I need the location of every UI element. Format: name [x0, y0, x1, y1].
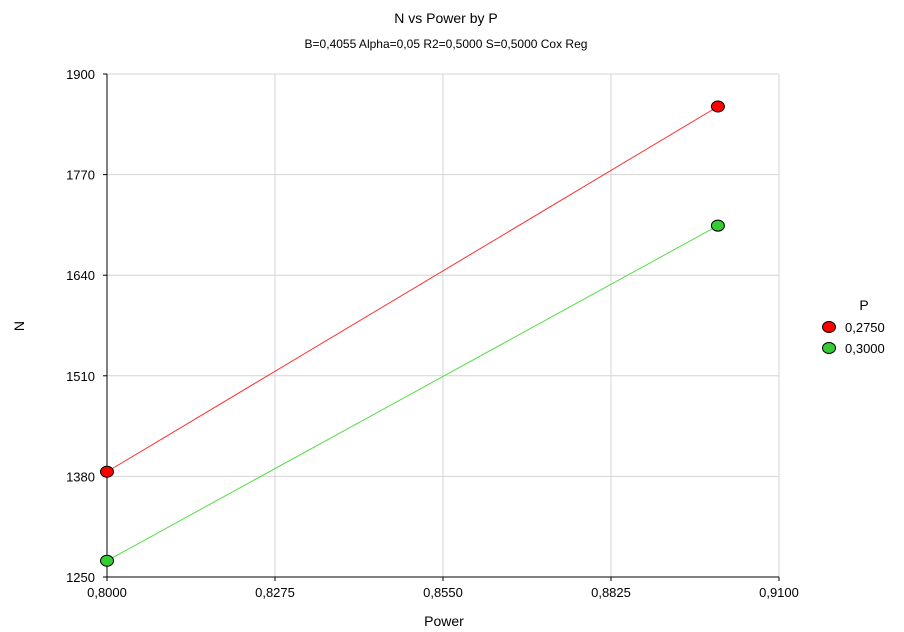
x-tick-label: 0,8550 — [423, 585, 463, 600]
data-point — [100, 465, 114, 478]
legend-item: 0,3000 — [822, 341, 885, 356]
chart-title: N vs Power by P — [394, 10, 497, 26]
axes — [103, 73, 780, 581]
y-tick-label: 1900 — [66, 67, 95, 82]
tick-labels: 0,8000 0,8275 0,8550 0,8825 0,9100 1250 1380 15… — [66, 67, 799, 600]
legend: P 0,2750 0,3000 — [822, 297, 885, 356]
x-tick-label: 0,8825 — [591, 585, 631, 600]
series-1 — [100, 219, 725, 567]
legend-label: 0,3000 — [845, 341, 885, 356]
y-tick-label: 1770 — [66, 168, 95, 183]
x-tick-label: 0,8000 — [87, 585, 127, 600]
series-0 — [100, 100, 725, 478]
x-tick-label: 0,9100 — [759, 585, 799, 600]
legend-label: 0,2750 — [845, 320, 885, 335]
grid — [107, 73, 780, 577]
legend-marker — [822, 321, 836, 333]
series-line — [106, 106, 719, 473]
data-point — [710, 219, 725, 232]
legend-title: P — [859, 297, 868, 313]
y-axis-label: N — [11, 321, 27, 331]
x-tick-label: 0,8275 — [255, 585, 295, 600]
chart-subtitle: B=0,4055 Alpha=0,05 R2=0,5000 S=0,5000 C… — [305, 37, 588, 51]
y-tick-label: 1380 — [66, 469, 95, 484]
data-point — [710, 100, 725, 113]
y-tick-label: 1250 — [66, 570, 95, 585]
x-axis-label: Power — [424, 613, 464, 629]
data-point — [100, 554, 114, 567]
legend-item: 0,2750 — [822, 320, 885, 335]
legend-marker — [822, 342, 836, 354]
series-layer — [100, 100, 725, 567]
y-tick-label: 1640 — [66, 268, 95, 283]
y-tick-label: 1510 — [66, 369, 95, 384]
series-line — [106, 225, 719, 562]
